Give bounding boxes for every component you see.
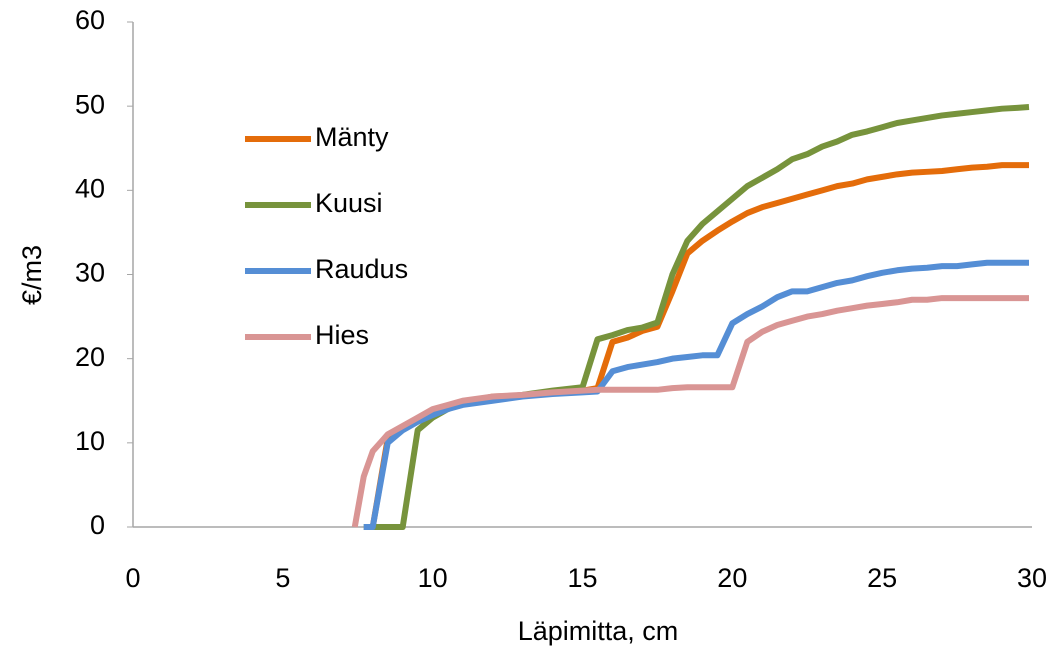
y-tick-label: 50 — [75, 89, 105, 119]
y-tick-label: 20 — [75, 342, 105, 372]
x-tick-label: 10 — [418, 563, 448, 593]
line-series — [369, 162, 1029, 528]
x-tick-label: 5 — [275, 563, 290, 593]
y-tick-label: 30 — [75, 258, 105, 288]
legend-label: Raudus — [315, 254, 408, 284]
y-tick-label: 0 — [90, 510, 105, 540]
y-tick-label: 10 — [75, 426, 105, 456]
legend-label: Mänty — [315, 122, 389, 152]
x-tick-label: 25 — [867, 563, 897, 593]
line-series — [351, 295, 1029, 528]
legend-label: Hies — [315, 320, 369, 350]
y-axis-title: €/m3 — [17, 245, 47, 305]
line-series — [363, 259, 1029, 530]
x-tick-label: 20 — [717, 563, 747, 593]
x-axis-title: Läpimitta, cm — [518, 616, 679, 646]
y-tick-label: 40 — [75, 173, 105, 203]
x-tick-label: 30 — [1017, 563, 1047, 593]
x-tick-label: 15 — [567, 563, 597, 593]
x-tick-label: 0 — [125, 563, 140, 593]
legend-label: Kuusi — [315, 188, 383, 218]
y-tick-label: 60 — [75, 5, 105, 35]
